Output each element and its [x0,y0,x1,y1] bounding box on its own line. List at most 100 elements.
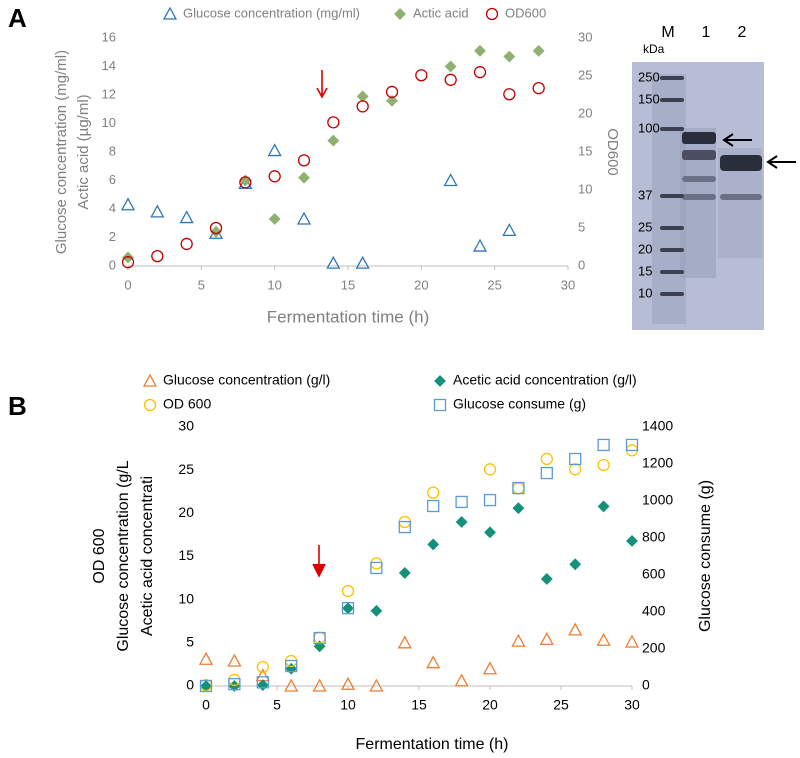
y2-tick-label: 20 [578,105,592,120]
marker-square [483,493,497,507]
marker-band [660,226,684,230]
y-tick-label: 10 [178,590,194,606]
marker-band [660,76,684,80]
marker-square [199,679,213,693]
y-tick-label: 5 [186,634,194,650]
marker-triangle [198,651,214,665]
x-tick-label: 20 [482,697,498,713]
marker-triangle [472,238,488,252]
marker-diamond [540,573,553,585]
x-tick-label: 0 [124,277,131,292]
marker-circle [239,176,252,189]
marker-circle [297,154,311,167]
marker-diamond [569,558,582,571]
marker-triangle [284,678,299,692]
legend-label: Glucose concentration (g/l) [163,372,330,388]
marker-label: 20 [638,241,652,256]
marker-square [512,481,525,495]
marker-diamond [327,134,340,147]
marker-label: 100 [638,120,660,135]
x-tick-label: 0 [202,697,210,713]
y2-tick-label: 1000 [642,492,673,508]
panel-label: B [8,391,27,421]
marker-triangle [267,143,282,157]
marker-square [341,601,355,615]
marker-circle [143,398,157,412]
marker-label: 10 [638,285,652,300]
marker-triangle [369,678,384,692]
marker-triangle [142,373,158,387]
marker-square [370,561,383,575]
marker-triangle [227,653,242,667]
marker-circle [473,66,487,79]
marker-circle [415,69,428,82]
marker-circle [503,88,516,101]
marker-circle [444,73,457,86]
x-tick-label: 30 [624,697,640,713]
marker-circle [370,557,383,570]
marker-circle [427,486,440,499]
gel-band [682,176,716,182]
marker-triangle [443,173,458,187]
marker-triangle [355,255,370,269]
y2-tick-label: 1200 [642,455,673,471]
y2-axis-label: OD600 [604,128,621,176]
marker-diamond [532,44,545,57]
panel-label: A [8,3,27,33]
x-tick-label: 25 [553,697,569,713]
marker-circle [121,256,135,269]
marker-diamond [503,50,516,63]
x-tick-label: 10 [340,697,356,713]
marker-triangle [624,634,640,648]
marker-diamond [342,602,354,615]
y-tick-label: 0 [186,677,194,693]
marker-label: 250 [638,69,660,84]
marker-diamond [210,225,222,238]
gel-band [720,155,762,171]
marker-diamond [484,526,496,539]
marker-square [597,438,610,452]
marker-label: 37 [638,187,652,202]
x-tick-label: 15 [341,277,355,292]
marker-diamond [394,8,406,20]
y-axis-label: Acetic acid concentrati [139,476,156,636]
y-axis-label: Glucose concentration (g/L [115,460,132,651]
gel-arrow [766,155,796,169]
marker-circle [151,249,164,263]
panel-a: A0 5 10 15 20 25 300246810121416051015202530Fe… [8,3,621,327]
marker-circle [483,463,497,476]
marker-square [313,631,326,645]
y-axis-label: Glucose concentration (mg/ml) [53,50,70,254]
annotation-arrow [312,545,326,578]
panel-b: B0 5 10 15 20 25 30051015202530020040060080010… [8,372,714,754]
marker-triangle [539,632,554,646]
marker-triangle [596,632,611,646]
x-tick-label: 25 [487,277,501,292]
gel-unit: kDa [643,42,665,56]
marker-square [398,520,411,534]
y2-tick-label: 600 [642,566,666,582]
y-axis-label: OD 600 [91,528,108,583]
marker-circle [512,482,525,495]
marker-circle [268,170,281,183]
marker-circle [569,463,582,476]
y-tick-label: 12 [102,86,116,101]
marker-circle [209,221,223,235]
marker-square [285,659,298,673]
marker-square [455,495,468,509]
lane-label: 2 [738,24,747,41]
y-tick-label: 30 [178,418,194,434]
y-axis-label: Actic acid (µg/ml) [75,94,92,209]
marker-diamond [386,94,398,107]
y-tick-label: 4 [109,200,116,215]
y2-tick-label: 15 [578,143,592,158]
x-tick-label: 5 [273,697,281,713]
gel-arrow [722,133,752,147]
marker-triangle [312,678,327,692]
marker-circle [597,458,610,472]
marker-band [660,292,684,296]
y-tick-label: 14 [102,58,116,73]
marker-triangle [326,255,341,269]
x-axis-label: Fermentation time (h) [267,307,430,326]
marker-diamond [455,516,468,528]
